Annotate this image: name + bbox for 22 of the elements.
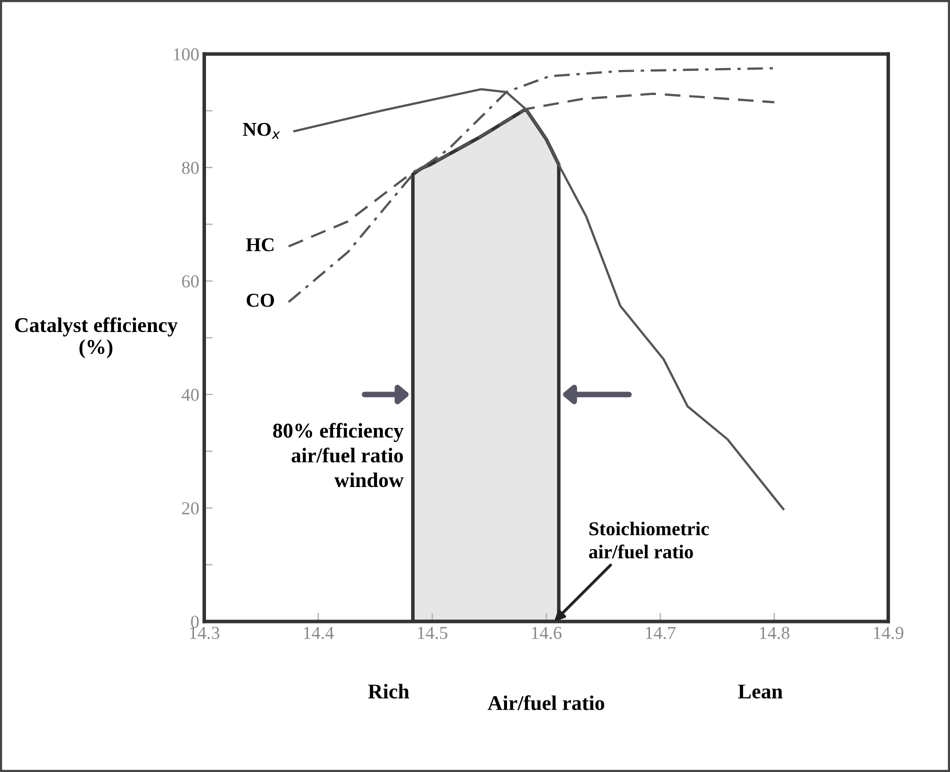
y-tick-label: 100 [174, 48, 199, 60]
text: Lean [738, 684, 783, 699]
x-tick-label: 14.7 [646, 626, 676, 640]
annotation: Stoichiometric air/fuel ratio [589, 522, 709, 558]
y-tick-label: 80 [182, 162, 199, 174]
series-label: HC [246, 238, 274, 252]
x-tick-label: 14.8 [760, 626, 790, 640]
x-tick-label: 14.3 [190, 626, 220, 640]
y-tick-label: 40 [182, 388, 199, 401]
band-label: 80% efficiency air/fuel ratio window [273, 422, 404, 488]
x-tick-label: 14.9 [874, 626, 904, 640]
series-label: NO$_{x}$ [242, 122, 280, 139]
y-axis-title: Catalyst efficiency (%) [15, 317, 178, 358]
y-tick-label: 20 [182, 502, 199, 514]
y-tick-label: 0 [191, 616, 199, 628]
series-label: CO [246, 294, 274, 307]
x-tick-label: 14.6 [532, 626, 562, 640]
text: Rich [368, 684, 410, 699]
x-tick-label: 14.5 [418, 626, 448, 640]
x-axis-title: Air/fuel ratio [488, 695, 604, 710]
x-tick-label: 14.4 [304, 626, 334, 640]
y-tick-label: 60 [182, 275, 199, 288]
